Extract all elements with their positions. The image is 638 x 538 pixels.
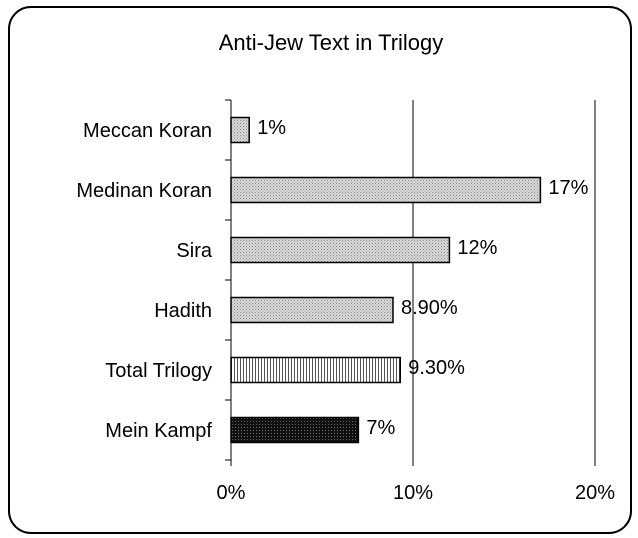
bars [230,116,542,444]
bar [230,296,394,324]
gridlines [412,100,596,460]
category-label: Mein Kampf [105,420,212,442]
category-labels: Meccan Koran Medinan Koran Sira Hadith Total… [76,120,213,442]
x-tick-labels: 0% 10% 20% [217,482,616,504]
axes [225,99,596,466]
bar [230,356,402,384]
category-label: Sira [176,240,212,262]
category-label: Hadith [154,300,212,322]
data-labels: 1% 17% 12% 8.90% 9.30% 7% [257,117,588,439]
category-label: Meccan Koran [83,120,212,142]
chart-title: Anti-Jew Text in Trilogy [219,30,444,55]
data-label: 7% [366,417,395,439]
bar [230,116,250,144]
bar [230,416,360,444]
data-label: 12% [457,237,497,259]
data-label: 1% [257,117,286,139]
x-tick-label: 10% [393,482,433,504]
data-label: 9.30% [408,357,465,379]
data-label: 8.90% [401,297,458,319]
bar [230,236,451,264]
chart-frame [8,6,632,534]
category-label: Total Trilogy [105,360,212,382]
x-tick-label: 20% [575,482,615,504]
data-label: 17% [548,177,588,199]
bar [230,176,542,204]
x-tick-label: 0% [217,482,246,504]
category-label: Medinan Koran [76,180,212,202]
